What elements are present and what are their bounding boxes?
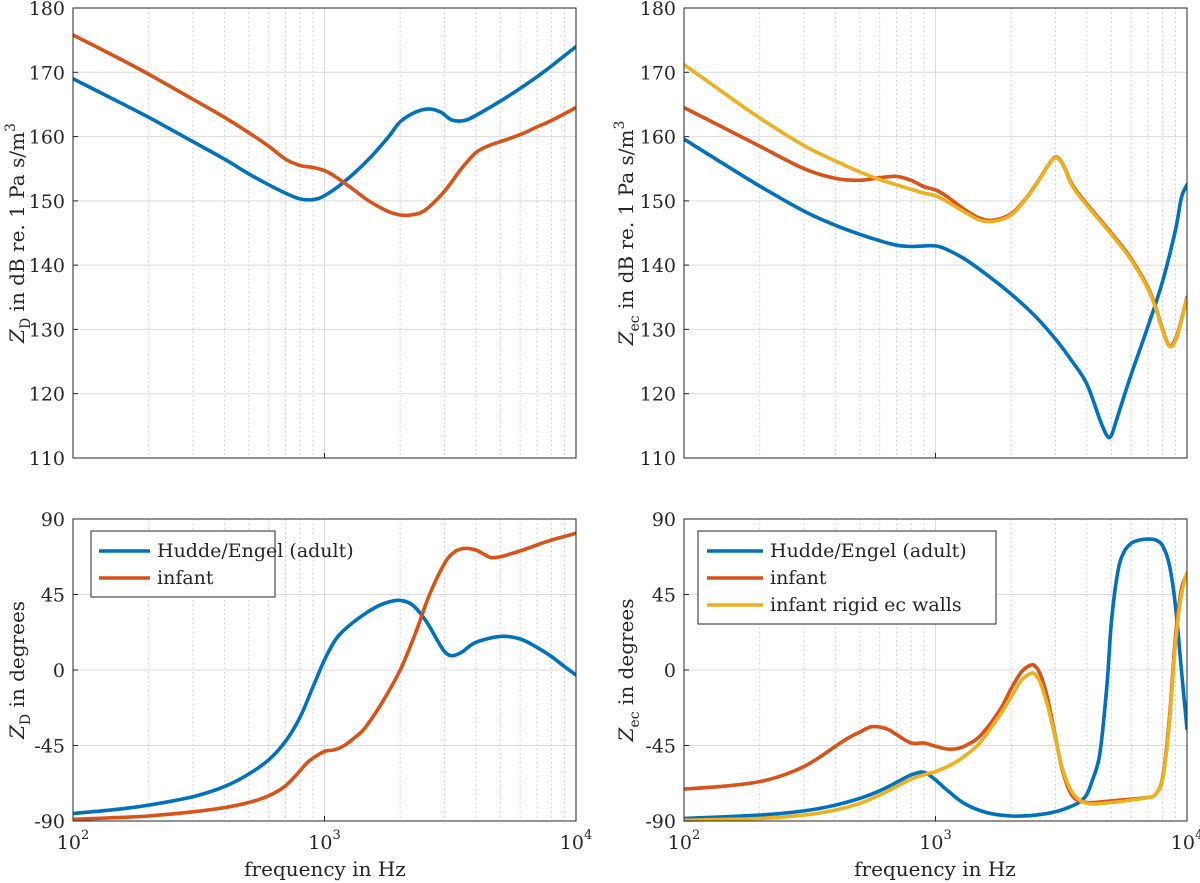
legend-label-infant-rigid: infant rigid ec walls <box>770 594 962 616</box>
series-line-hudde-engel-adult <box>73 598 576 816</box>
y-axis-label: Zec in dB re. 1 Pa s/m3 <box>612 121 643 347</box>
y-tick-label: 130 <box>640 319 676 341</box>
x-ticks <box>72 453 577 458</box>
y-tick-label: 180 <box>640 0 676 20</box>
y-tick-label: 90 <box>652 509 676 531</box>
y-tick-label: 120 <box>640 384 676 406</box>
y-tick-label: 160 <box>29 127 65 149</box>
y-tick-label: 90 <box>41 509 65 531</box>
series-line-hudde-engel-adult <box>684 137 1187 440</box>
series-line-infant <box>73 531 576 822</box>
y-tick-label: 45 <box>41 585 65 607</box>
x-tick-label: 102 <box>57 828 89 854</box>
series-line-hudde-engel-adult <box>73 44 576 202</box>
legend-label-infant: infant <box>770 567 827 589</box>
series-line-infant-rigid-ec-walls <box>684 570 1187 822</box>
y-tick-label: 150 <box>640 191 676 213</box>
y-tick-label: -90 <box>645 811 676 833</box>
curves <box>73 33 576 218</box>
y-tick-label: -45 <box>645 736 676 758</box>
y-tick-label: 140 <box>640 255 676 277</box>
y-tick-label: 110 <box>640 448 676 470</box>
panel-top-right: 110 120 130 140 150 160 170 180 Zec in dB re. 1… <box>612 0 1188 470</box>
panel-bottom-right: -90 -45 0 45 90 102 103 104 Zec in degrees fre… <box>614 509 1200 881</box>
legend: Hudde/Engel (adult) infant <box>90 530 354 598</box>
x-ticks <box>683 453 1188 458</box>
y-tick-label: -45 <box>34 736 65 758</box>
y-ticks: -90 -45 0 45 90 <box>34 509 78 833</box>
series-line-infant <box>73 33 576 218</box>
legend-box <box>90 530 276 598</box>
legend-label-infant: infant <box>157 567 214 589</box>
curves <box>73 531 576 822</box>
panel-top-left: 110 120 130 140 150 160 170 180 ZD in dB re. 1 … <box>3 0 577 470</box>
x-ticks: 102 103 104 <box>57 816 592 854</box>
y-ticks: 110 120 130 140 150 160 170 180 <box>640 0 689 470</box>
y-tick-label: 140 <box>29 255 65 277</box>
y-tick-label: 180 <box>29 0 65 20</box>
y-tick-label: 150 <box>29 191 65 213</box>
x-ticks: 102 103 104 <box>668 816 1200 854</box>
y-tick-label: 45 <box>652 585 676 607</box>
series-line-infant-rigid-ec-walls <box>684 62 1187 349</box>
y-tick-label: 130 <box>29 319 65 341</box>
y-tick-label: 160 <box>640 127 676 149</box>
grid <box>73 8 576 458</box>
y-axis-label: Zec in degrees <box>614 599 643 743</box>
y-tick-label: 110 <box>29 448 65 470</box>
curves <box>684 537 1187 822</box>
y-axis-label: ZD in degrees <box>5 601 34 740</box>
grid <box>684 8 1187 458</box>
x-tick-label: 103 <box>919 828 951 854</box>
y-ticks: 110 120 130 140 150 160 170 180 <box>29 0 78 470</box>
x-tick-label: 102 <box>668 828 700 854</box>
legend-label-adult: Hudde/Engel (adult) <box>770 540 967 562</box>
x-axis-label: frequency in Hz <box>244 857 406 881</box>
y-tick-label: 0 <box>664 660 676 682</box>
y-tick-label: 170 <box>29 62 65 84</box>
y-ticks: -90 -45 0 45 90 <box>645 509 689 833</box>
y-tick-label: 170 <box>640 62 676 84</box>
x-tick-label: 104 <box>1171 828 1200 854</box>
y-tick-label: -90 <box>34 811 65 833</box>
x-axis-label: frequency in Hz <box>854 857 1016 881</box>
panel-bottom-left: -90 -45 0 45 90 102 103 104 ZD in degrees freq… <box>5 509 592 881</box>
y-axis-label: ZD in dB re. 1 Pa s/m3 <box>3 123 34 344</box>
series-line-hudde-engel-adult <box>684 537 1187 821</box>
x-tick-label: 103 <box>308 828 340 854</box>
legend-label-adult: Hudde/Engel (adult) <box>157 540 354 562</box>
y-tick-label: 0 <box>53 660 65 682</box>
y-tick-label: 120 <box>29 384 65 406</box>
legend: Hudde/Engel (adult) infant infant rigid … <box>697 530 997 625</box>
x-tick-label: 104 <box>560 828 592 854</box>
curves <box>684 62 1187 440</box>
